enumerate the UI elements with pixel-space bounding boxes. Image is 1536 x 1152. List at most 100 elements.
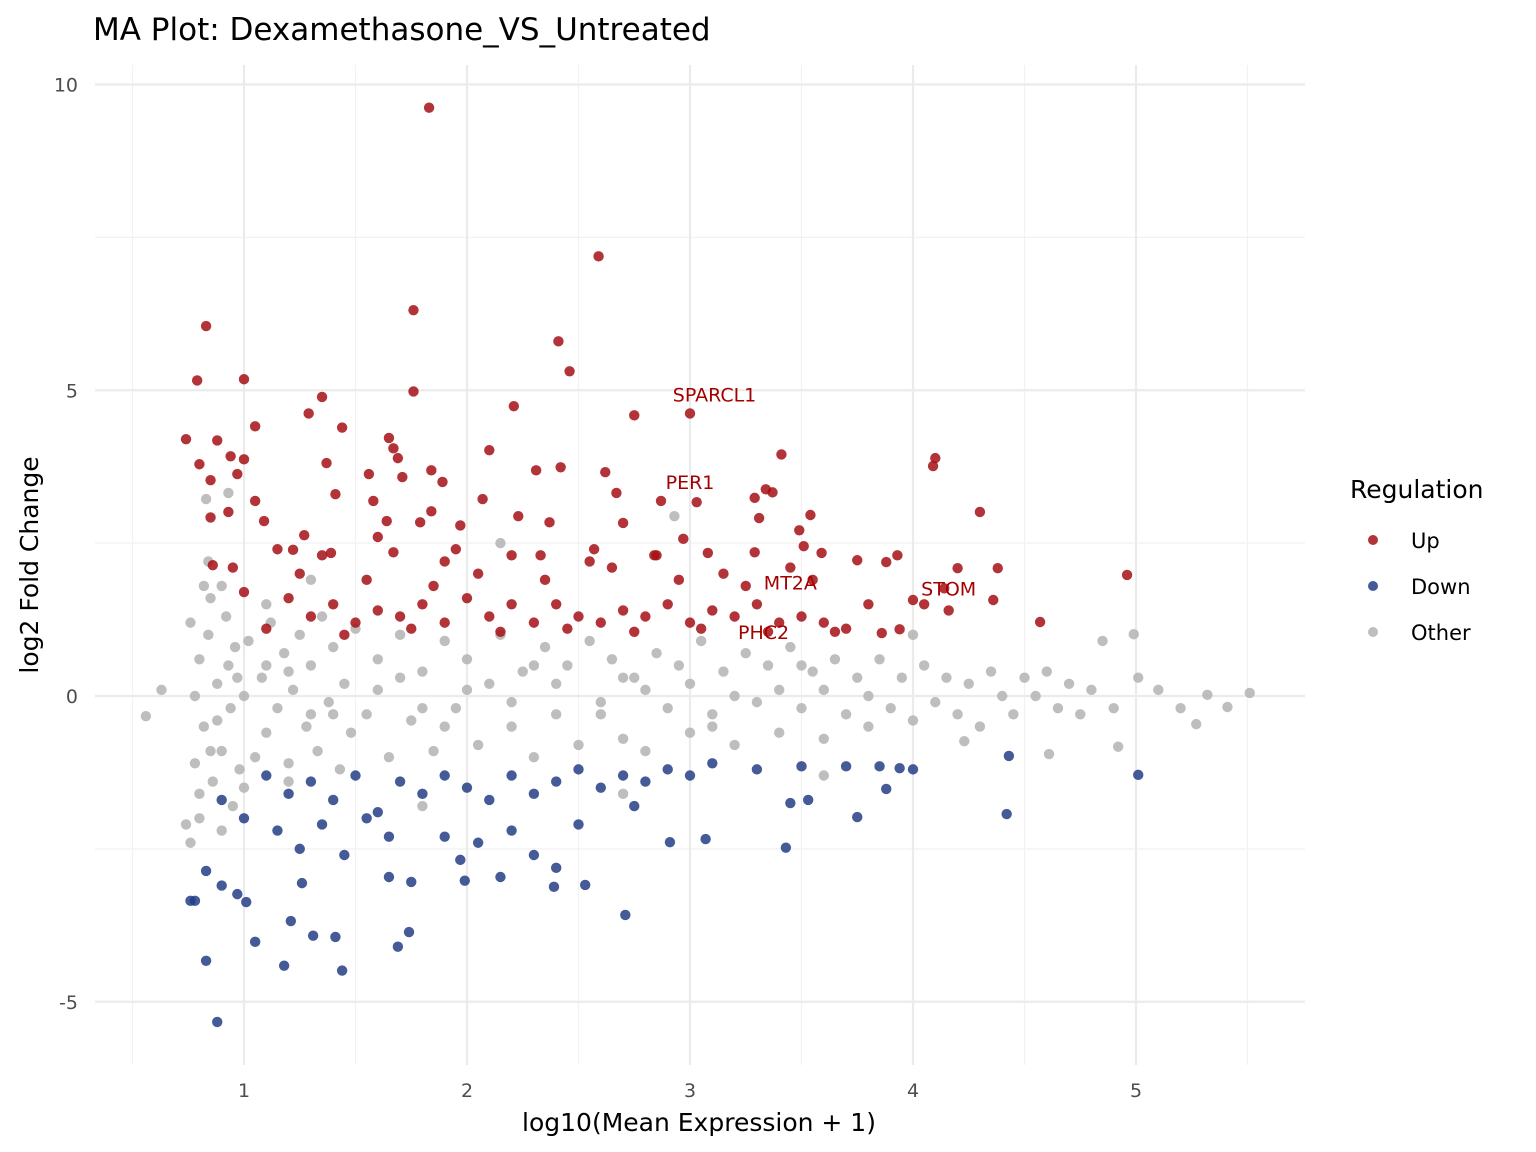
point-other <box>305 574 317 586</box>
point-down <box>305 776 317 787</box>
point-other <box>232 672 243 683</box>
point-up <box>617 517 629 529</box>
point-up <box>238 374 250 385</box>
point-down <box>579 879 591 891</box>
point-down <box>216 794 227 806</box>
point-up <box>939 583 950 594</box>
y-tick-label: 5 <box>66 380 78 402</box>
point-up <box>238 586 250 598</box>
point-other <box>959 736 970 747</box>
point-other <box>249 751 261 763</box>
point-other <box>629 672 640 683</box>
point-other <box>517 666 528 677</box>
point-up <box>629 626 640 637</box>
point-other <box>417 800 428 812</box>
point-other <box>729 690 740 702</box>
point-other <box>863 690 874 702</box>
point-other <box>156 684 167 696</box>
point-other <box>1153 684 1164 696</box>
point-other <box>506 721 517 732</box>
point-other <box>328 709 339 720</box>
point-up <box>718 568 729 579</box>
point-other <box>495 537 506 549</box>
point-up <box>535 550 546 561</box>
point-other <box>528 660 540 671</box>
point-down <box>339 849 350 861</box>
point-up <box>321 457 332 469</box>
point-other <box>1097 635 1108 647</box>
y-axis-title: log2 Fold Change <box>15 456 44 673</box>
point-down <box>785 797 796 809</box>
point-other <box>216 745 227 757</box>
point-other <box>840 709 852 720</box>
point-up <box>852 555 863 566</box>
point-other <box>294 629 305 641</box>
legend: Regulation Up Down Other <box>1350 475 1484 645</box>
point-other <box>256 672 268 683</box>
point-up <box>406 623 417 634</box>
point-down <box>506 825 517 836</box>
chart-title: MA Plot: Dexamethasone_VS_Untreated <box>93 12 711 48</box>
point-other <box>212 715 223 726</box>
point-up <box>506 599 517 610</box>
point-down <box>796 761 807 772</box>
point-other <box>896 672 908 683</box>
point-down <box>439 770 450 781</box>
point-other <box>707 709 718 720</box>
point-down <box>664 836 676 848</box>
point-up <box>417 599 428 610</box>
legend-label-other: Other <box>1411 621 1471 645</box>
point-other <box>472 739 484 751</box>
point-up <box>484 444 495 456</box>
point-up <box>363 468 375 480</box>
point-up <box>249 421 261 432</box>
point-other <box>662 703 673 714</box>
point-other <box>205 592 216 604</box>
point-other <box>439 721 450 732</box>
point-other <box>189 758 201 769</box>
point-up <box>426 465 437 476</box>
legend-label-up: Up <box>1411 529 1440 553</box>
point-up <box>361 574 372 586</box>
point-other <box>584 635 595 647</box>
point-down <box>394 776 406 787</box>
point-other <box>506 696 517 708</box>
point-down <box>189 895 201 907</box>
point-other <box>1030 690 1041 702</box>
point-down <box>238 813 250 824</box>
point-up <box>450 544 462 555</box>
point-up <box>794 525 805 536</box>
point-other <box>372 684 383 696</box>
point-up <box>350 617 361 628</box>
point-up <box>785 562 796 573</box>
legend-title: Regulation <box>1350 475 1484 504</box>
point-up <box>805 509 816 521</box>
point-up <box>530 465 542 476</box>
point-down <box>316 819 328 830</box>
point-up <box>477 493 488 505</box>
legend-label-down: Down <box>1411 575 1471 599</box>
point-up <box>816 547 827 559</box>
point-other <box>212 678 223 689</box>
point-other <box>189 690 201 702</box>
point-other <box>1244 687 1255 699</box>
point-other <box>223 487 234 499</box>
point-other <box>785 641 796 653</box>
point-other <box>203 629 214 641</box>
gene-label: PHC2 <box>738 622 789 644</box>
point-down <box>417 788 428 800</box>
point-up <box>439 556 450 567</box>
point-up <box>606 562 618 573</box>
legend-key-other <box>1368 627 1378 637</box>
point-other <box>229 641 241 653</box>
legend-key-up <box>1368 535 1378 545</box>
point-down <box>212 1016 223 1028</box>
point-up <box>952 562 963 574</box>
point-other <box>223 660 234 671</box>
point-down <box>383 871 395 883</box>
point-other <box>974 721 986 732</box>
point-up <box>749 547 760 558</box>
point-up <box>611 487 622 499</box>
point-other <box>234 764 245 775</box>
point-other <box>774 727 785 738</box>
